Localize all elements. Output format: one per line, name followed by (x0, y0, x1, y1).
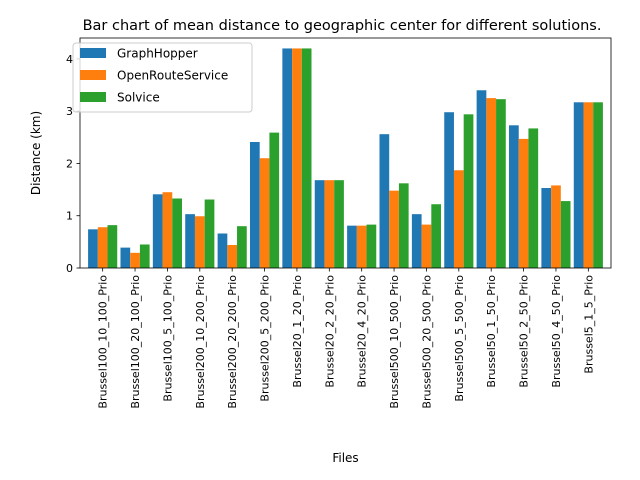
bar-graphhopper-15 (541, 188, 552, 268)
bar-solvice-4 (204, 199, 215, 268)
bar-solvice-11 (431, 204, 442, 268)
x-tick-label: Brussel50_4_50_Prio (550, 275, 563, 388)
bar-solvice-8 (334, 180, 344, 268)
bar-graphhopper-6 (249, 142, 260, 268)
x-tick-label: Brussel500_20_500_Prio (420, 275, 433, 409)
legend-swatch-graphhopper (80, 48, 106, 58)
x-tick-label: Brussel200_5_200_Prio (259, 275, 272, 402)
y-tick-label: 4 (66, 53, 73, 66)
legend-label-openrouteservice: OpenRouteService (117, 69, 228, 83)
x-axis-label: Files (332, 451, 358, 465)
bar-graphhopper-2 (120, 247, 131, 268)
bar-openrouteservice-13 (486, 98, 497, 268)
bar-openrouteservice-15 (551, 185, 561, 268)
y-tick-label: 2 (66, 157, 73, 170)
bar-solvice-9 (366, 224, 377, 268)
bar-openrouteservice-12 (453, 170, 464, 268)
x-tick-label: Brussel5_1_5_Prio (582, 275, 595, 374)
bar-graphhopper-3 (152, 194, 163, 268)
legend-frame (72, 42, 253, 113)
bar-graphhopper-5 (217, 233, 228, 268)
bar-openrouteservice-14 (518, 138, 529, 268)
bar-openrouteservice-7 (292, 48, 302, 269)
bar-openrouteservice-5 (227, 245, 238, 268)
x-tick-label: Brussel50_1_50_Prio (485, 275, 498, 388)
bar-graphhopper-4 (185, 214, 195, 268)
bar-solvice-3 (172, 198, 182, 268)
bar-solvice-2 (139, 244, 150, 268)
bar-solvice-13 (496, 99, 506, 268)
bar-openrouteservice-11 (421, 224, 432, 268)
bar-openrouteservice-6 (259, 158, 270, 268)
bar-graphhopper-1 (88, 229, 98, 268)
bar-graphhopper-11 (411, 214, 422, 268)
x-tick-label: Brussel200_20_200_Prio (226, 275, 239, 409)
bar-solvice-7 (301, 48, 312, 269)
y-tick-label: 3 (66, 105, 73, 118)
x-tick-label: Brussel500_10_500_Prio (388, 275, 401, 409)
x-tick-label: Brussel20_2_20_Prio (323, 275, 336, 388)
x-tick-label: Brussel50_2_50_Prio (518, 275, 531, 388)
y-tick-label: 0 (66, 262, 73, 275)
bar-solvice-5 (237, 226, 247, 268)
x-tick-label: Brussel20_4_20_Prio (356, 275, 369, 388)
legend-swatch-openrouteservice (80, 70, 106, 80)
legend: GraphHopper OpenRouteService Solvice (72, 42, 253, 113)
bar-solvice-1 (107, 225, 118, 268)
bar-solvice-16 (593, 102, 603, 268)
bar-openrouteservice-3 (162, 192, 173, 268)
bar-graphhopper-8 (314, 180, 325, 268)
legend-swatch-solvice (80, 92, 106, 102)
x-tick-label: Brussel100_20_100_Prio (129, 275, 142, 409)
bar-graphhopper-14 (509, 125, 519, 268)
x-tick-label: Brussel100_10_100_Prio (97, 275, 110, 409)
bar-graphhopper-7 (282, 48, 293, 269)
bar-solvice-14 (528, 128, 539, 268)
bar-graphhopper-16 (573, 102, 584, 268)
bar-solvice-10 (398, 183, 409, 268)
bar-openrouteservice-16 (583, 102, 594, 268)
bar-solvice-15 (560, 201, 571, 268)
y-tick-label: 1 (66, 210, 73, 223)
bar-openrouteservice-4 (194, 216, 205, 268)
legend-label-solvice: Solvice (117, 91, 160, 105)
x-tick-label: Brussel500_5_500_Prio (453, 275, 466, 402)
bar-graphhopper-13 (476, 90, 487, 269)
bar-openrouteservice-1 (97, 227, 108, 268)
bar-openrouteservice-10 (389, 190, 399, 268)
bar-openrouteservice-8 (324, 180, 335, 268)
chart-title: Bar chart of mean distance to geographic… (83, 18, 602, 34)
plot-frame (79, 37, 612, 269)
bar-graphhopper-9 (347, 225, 357, 268)
legend-label-graphhopper: GraphHopper (117, 47, 198, 61)
bar-solvice-12 (463, 114, 474, 268)
bars-group (88, 48, 603, 269)
x-tick-label: Brussel200_10_200_Prio (194, 275, 207, 409)
x-tick-label: Brussel20_1_20_Prio (291, 275, 304, 388)
bar-graphhopper-12 (444, 112, 454, 268)
bar-openrouteservice-9 (356, 225, 367, 268)
y-axis-label: Distance (km) (29, 111, 43, 195)
x-tick-label: Brussel100_5_100_Prio (161, 275, 174, 402)
x-axis: Brussel100_10_100_Prio Brussel100_20_100_… (97, 268, 595, 409)
bar-solvice-6 (269, 132, 280, 268)
bar-openrouteservice-2 (130, 252, 140, 268)
bar-graphhopper-10 (379, 134, 390, 268)
